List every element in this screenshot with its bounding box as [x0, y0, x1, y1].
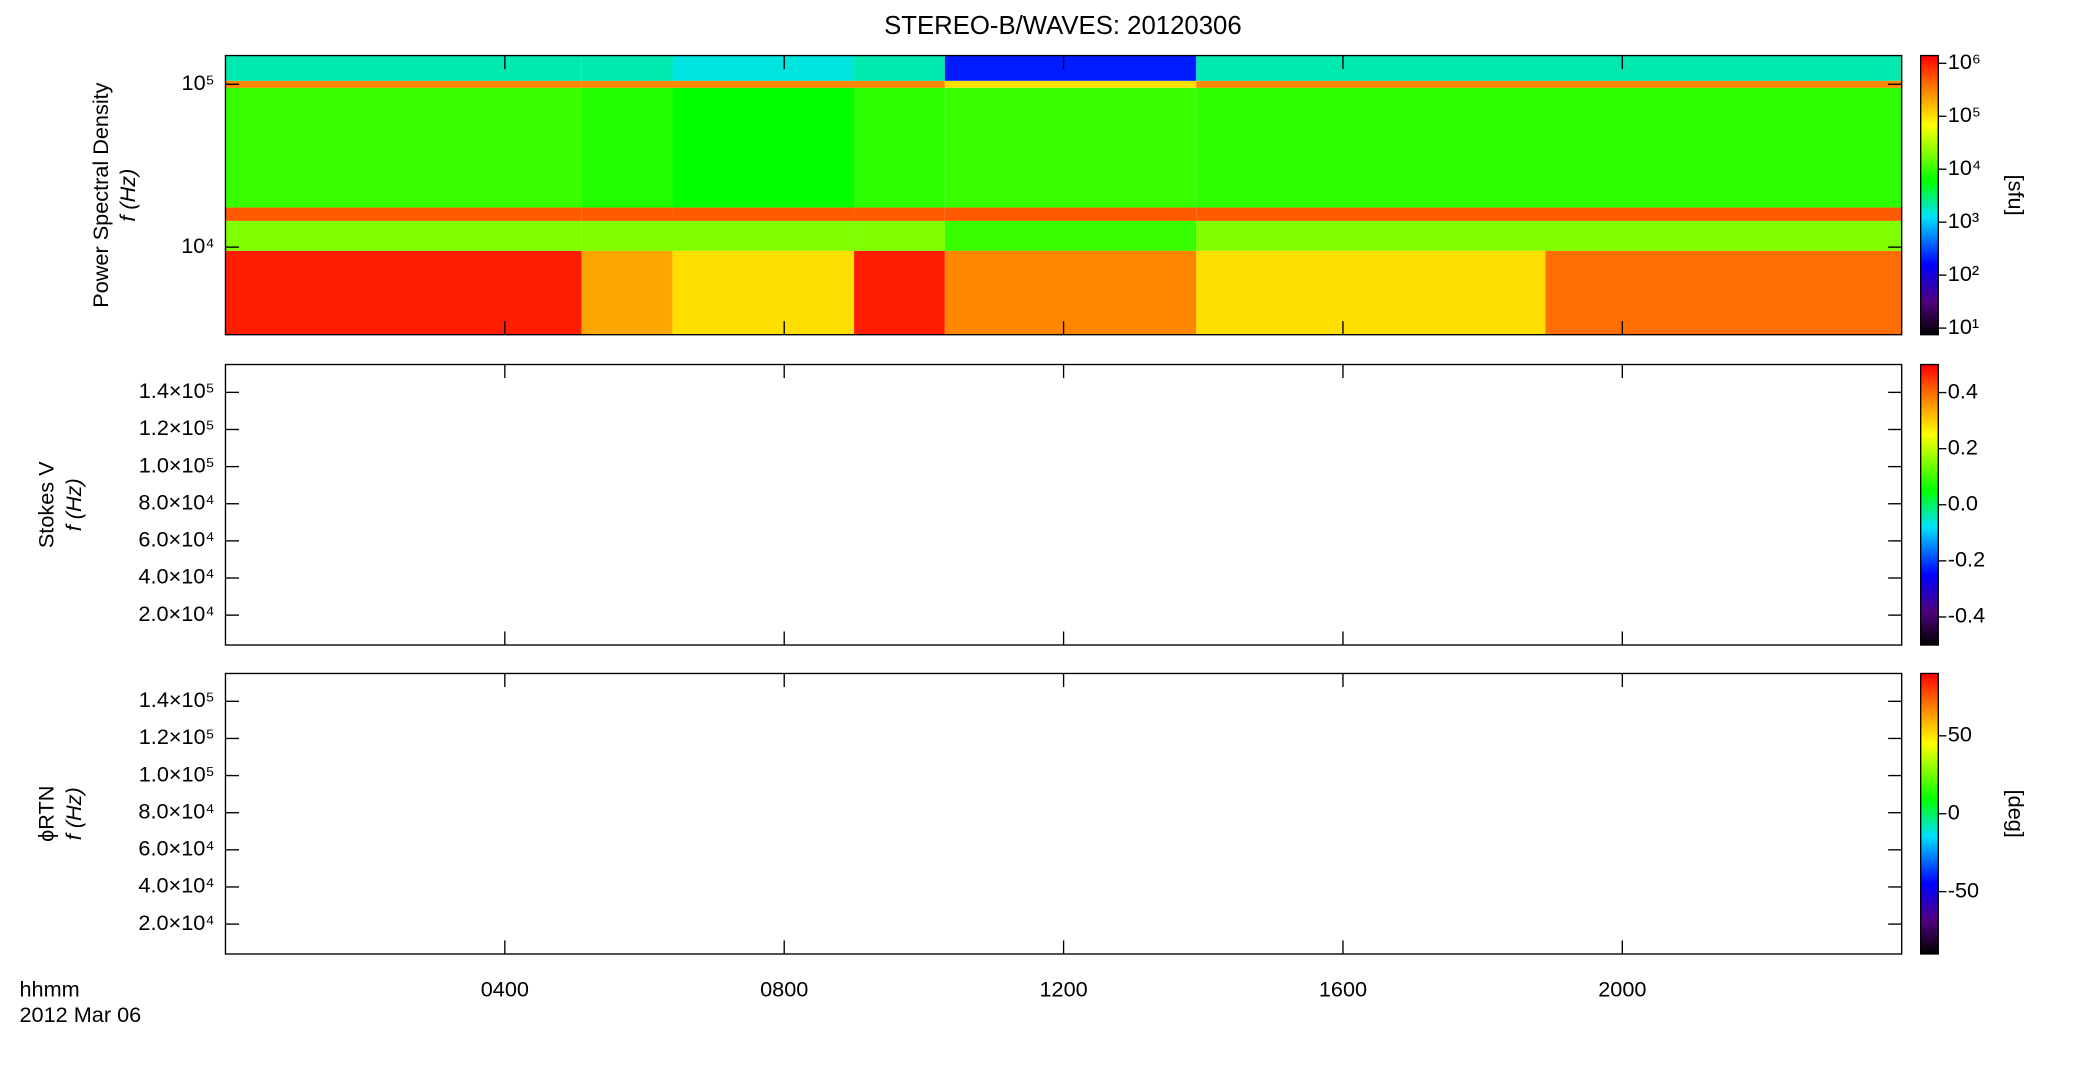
y-axis-label: ϕRTN: [34, 786, 59, 842]
heatmap-cell: [581, 80, 673, 88]
heatmap-cell: [225, 220, 582, 251]
colorbar-tick-label: -0.2: [1948, 547, 1985, 572]
y-tick-label: 2.0×10⁴: [138, 910, 214, 935]
colorbar-tick-label: 0.4: [1948, 378, 1978, 403]
colorbar-tick-label: 10³: [1948, 208, 1979, 233]
heatmap-cell: [944, 87, 1197, 208]
plot-frame: [224, 363, 1903, 646]
heatmap-cell: [581, 220, 673, 251]
heatmap-cell: [1545, 220, 1902, 251]
colorbar-tick-label: 10⁵: [1948, 102, 1981, 127]
y-tick-label: 10⁵: [182, 70, 215, 95]
y-axis-label: f (Hz): [61, 787, 86, 840]
y-tick-label: 4.0×10⁴: [138, 873, 214, 898]
x-tick-label: 1200: [1039, 976, 1087, 1001]
y-tick-label: 1.2×10⁵: [139, 724, 215, 749]
y-tick-label: 6.0×10⁴: [138, 527, 214, 552]
heatmap-cell: [672, 87, 855, 208]
colorbar-tick-label: 10⁴: [1948, 155, 1981, 180]
x-tick-label: 0800: [760, 976, 808, 1001]
heatmap-cell: [1196, 220, 1546, 251]
y-tick-label: 1.4×10⁵: [139, 378, 215, 403]
heatmap-cell: [672, 80, 855, 88]
x-tick-label: 2000: [1598, 976, 1646, 1001]
colorbar-tick-label: 0.0: [1948, 491, 1978, 516]
heatmap-cell: [1196, 207, 1546, 221]
heatmap-cell: [225, 80, 582, 88]
chart-title: STEREO-B/WAVES: 20120306: [884, 12, 1242, 40]
heatmap-cell: [225, 207, 582, 221]
heatmap-cell: [672, 207, 855, 221]
heatmap-cell: [225, 55, 582, 81]
heatmap-cell: [944, 55, 1197, 81]
colorbar-tick-label: 0: [1948, 799, 1960, 824]
heatmap-cell: [1545, 87, 1902, 208]
y-tick-label: 2.0×10⁴: [138, 601, 214, 626]
colorbar-tick-label: 50: [1948, 722, 1972, 747]
heatmap-cell: [854, 80, 945, 88]
colorbar-tick-label: -0.4: [1948, 603, 1985, 628]
y-tick-label: 1.2×10⁵: [139, 415, 215, 440]
y-tick-label: 10⁴: [181, 233, 214, 258]
y-tick-label: 1.0×10⁵: [139, 452, 215, 477]
heatmap-cell: [1545, 250, 1902, 335]
heatmap-cell: [581, 250, 673, 335]
colorbar-label: [deg]: [2003, 790, 2028, 838]
heatmap-cell: [854, 55, 945, 81]
y-tick-label: 4.0×10⁴: [138, 564, 214, 589]
plot-frame: [224, 672, 1903, 955]
heatmap-cell: [944, 250, 1197, 335]
heatmap-cell: [854, 87, 945, 208]
colorbar: [1919, 363, 1939, 646]
heatmap-cell: [1196, 87, 1546, 208]
heatmap-cell: [944, 220, 1197, 251]
colorbar-tick-label: 10²: [1948, 261, 1979, 286]
y-tick-label: 8.0×10⁴: [138, 489, 214, 514]
heatmap-cell: [225, 87, 582, 208]
heatmap-cell: [1196, 80, 1546, 88]
heatmap-cell: [672, 220, 855, 251]
heatmap-cell: [581, 87, 673, 208]
heatmap-cell: [1196, 250, 1546, 335]
x-tick-label: 1600: [1319, 976, 1367, 1001]
heatmap-cell: [1545, 55, 1902, 81]
heatmap-cell: [944, 207, 1197, 221]
y-axis-label: f (Hz): [115, 169, 140, 222]
y-tick-label: 1.4×10⁵: [139, 687, 215, 712]
heatmap-cell: [854, 220, 945, 251]
x-axis-label: hhmm: [19, 976, 79, 1001]
heatmap-cell: [581, 55, 673, 81]
colorbar-tick-label: -50: [1948, 877, 1979, 902]
colorbar-tick-label: 10¹: [1948, 314, 1979, 339]
heatmap-cell: [854, 250, 945, 335]
colorbar-tick-label: 0.2: [1948, 434, 1978, 459]
heatmap-cell: [581, 207, 673, 221]
colorbar-label: [sfu]: [2003, 175, 2028, 216]
heatmap-cell: [672, 55, 855, 81]
heatmap-cell: [672, 250, 855, 335]
heatmap-cell: [1545, 207, 1902, 221]
y-axis-label: Power Spectral Density: [88, 82, 113, 307]
colorbar: [1919, 672, 1939, 955]
heatmap-cell: [944, 80, 1197, 88]
y-axis-label: f (Hz): [61, 478, 86, 531]
colorbar-tick-label: 10⁶: [1948, 49, 1981, 74]
heatmap-cell: [225, 250, 582, 335]
y-tick-label: 6.0×10⁴: [138, 836, 214, 861]
y-tick-label: 1.0×10⁵: [139, 761, 215, 786]
heatmap-cell: [854, 207, 945, 221]
colorbar: [1919, 54, 1939, 336]
y-tick-label: 8.0×10⁴: [138, 798, 214, 823]
x-tick-label: 0400: [481, 976, 529, 1001]
date-label: 2012 Mar 06: [19, 1002, 141, 1027]
y-axis-label: Stokes V: [34, 461, 59, 548]
heatmap-cell: [1545, 80, 1902, 88]
heatmap-cell: [1196, 55, 1546, 81]
